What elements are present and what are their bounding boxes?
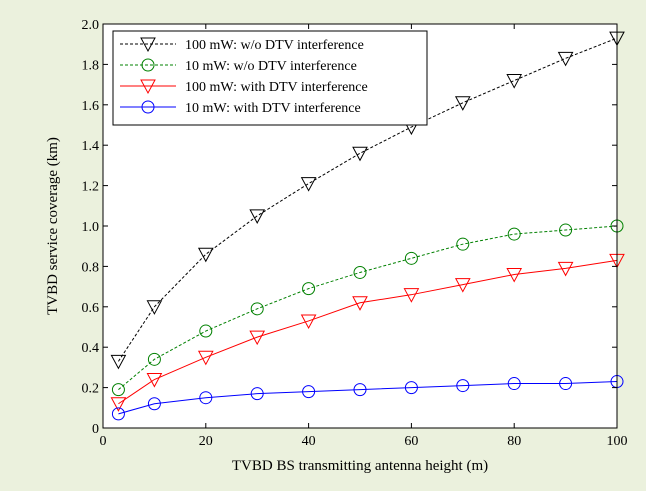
y-tick-label: 2.0 [82,18,100,33]
data-point [146,373,163,388]
y-tick-label: 1.6 [82,99,100,114]
data-point [300,177,317,192]
data-point [454,278,471,293]
y-tick-label: 1.2 [82,180,100,195]
data-point [559,377,573,391]
x-tick-label: 20 [199,434,213,449]
data-point [557,51,574,67]
data-point [146,300,163,315]
data-point [404,381,418,395]
legend-entry-1: 100 mW: w/o DTV interference [120,37,364,53]
data-point [507,377,521,391]
y-tick-label: 1.8 [82,58,100,73]
data-point [353,383,367,397]
data-point [302,282,316,296]
legend-label: 100 mW: with DTV interference [185,80,368,95]
data-point [110,397,127,412]
data-point [199,391,213,405]
data-point [300,314,317,329]
y-tick-label: 1.4 [82,139,100,154]
data-point [197,350,214,366]
legend-label: 10 mW: with DTV interference [185,101,361,116]
series-line [118,381,618,415]
data-point [250,302,264,316]
y-tick-label: 1.0 [82,220,100,235]
data-point [506,74,523,89]
data-point [506,267,523,283]
series-group [110,31,625,421]
x-tick-label: 40 [302,434,316,449]
data-point [557,261,574,277]
legend-box [112,30,428,126]
y-tick-label: 0.4 [82,341,100,356]
series-line [118,259,618,405]
legend-label: 100 mW: w/o DTV interference [185,38,364,53]
data-point [403,288,420,303]
data-point [197,247,214,263]
legend-marker [141,58,155,72]
data-point [249,330,266,346]
legend-entry-4: 10 mW: with DTV interference [120,100,361,116]
data-point [353,265,367,279]
x-tick-label: 60 [404,434,418,449]
x-tick-label: 80 [507,434,521,449]
series-line [118,37,618,362]
y-tick-label: 0 [92,422,99,437]
data-point [111,407,125,421]
legend: 100 mW: w/o DTV interference 10 mW: w/o D… [112,30,428,126]
data-point [302,385,316,399]
axes-ticks-group: 0 20 40 60 80 100 0 0.2 0.4 0.6 0.8 1.0 1.2 1.4 1.6 1.8… [82,18,628,449]
data-point [111,383,125,397]
legend-entry-3: 100 mW: with DTV interference [120,79,368,95]
y-tick-label: 0.2 [82,382,100,397]
y-axis-title: TVBD service coverage (km) [45,137,61,315]
x-axis-title: TVBD BS transmitting antenna height (m) [232,458,488,474]
data-point [199,324,213,338]
legend-marker [141,100,155,114]
legend-label: 10 mW: w/o DTV interference [185,59,357,74]
series-2 [111,219,624,397]
data-point [147,352,161,366]
data-point [352,296,368,311]
data-point [559,223,573,237]
data-point [507,227,521,241]
data-point [110,354,127,370]
data-point [404,251,418,265]
data-point [250,387,264,401]
data-point [352,146,368,162]
data-point [456,379,470,393]
data-point [454,96,471,111]
series-4 [111,375,624,421]
plot-frame [102,23,618,429]
x-tick-label: 100 [607,434,628,449]
series-line [118,225,618,391]
legend-marker [140,37,156,53]
legend-entry-2: 10 mW: w/o DTV interference [120,58,357,74]
y-tick-label: 0.8 [82,260,100,275]
y-tick-label: 0.6 [82,301,100,316]
x-tick-label: 0 [100,434,107,449]
data-point [147,397,161,411]
data-point [249,209,266,224]
data-point [456,237,470,251]
legend-marker [140,79,156,95]
